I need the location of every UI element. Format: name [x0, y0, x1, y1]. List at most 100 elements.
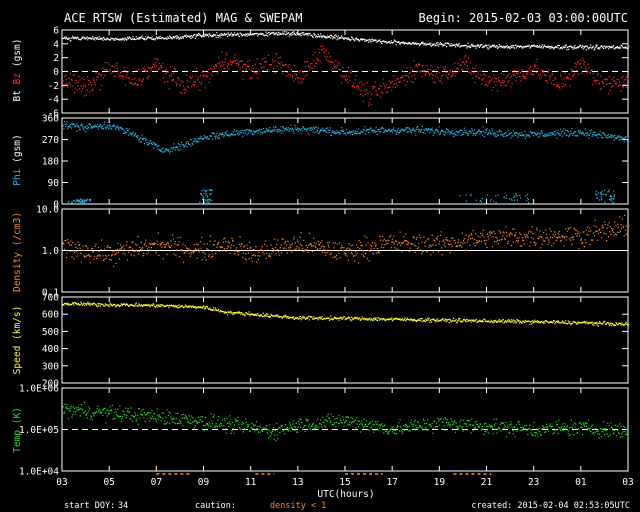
data-point	[201, 190, 203, 192]
data-point	[422, 132, 424, 134]
data-point	[157, 148, 159, 150]
data-point	[135, 82, 137, 84]
data-point	[198, 306, 200, 308]
data-point	[379, 235, 381, 237]
data-point	[169, 150, 171, 152]
data-point	[157, 243, 159, 246]
data-point	[399, 129, 401, 132]
data-point	[528, 68, 530, 70]
data-point	[166, 253, 168, 255]
series-density	[62, 214, 630, 268]
data-point	[457, 320, 459, 322]
data-point	[141, 414, 143, 416]
data-point	[170, 240, 172, 242]
data-point	[548, 46, 550, 48]
data-point	[512, 241, 514, 243]
data-point	[242, 313, 244, 315]
data-point	[163, 243, 165, 246]
data-point	[613, 76, 615, 78]
data-point	[388, 41, 390, 43]
data-point	[566, 76, 569, 78]
data-point	[404, 129, 406, 131]
data-point	[395, 44, 397, 46]
data-point	[442, 239, 445, 241]
data-point	[505, 77, 507, 80]
data-point	[330, 34, 332, 36]
data-point	[88, 254, 90, 256]
data-point	[432, 130, 434, 132]
data-point	[467, 67, 469, 70]
data-point	[190, 37, 192, 39]
data-point	[108, 246, 110, 248]
data-point	[318, 316, 321, 318]
data-point	[64, 123, 66, 126]
data-point	[469, 71, 471, 73]
data-point	[264, 240, 266, 242]
data-point	[522, 134, 525, 136]
data-point	[253, 34, 255, 36]
data-point	[167, 243, 169, 245]
data-point	[266, 34, 268, 36]
data-point	[547, 243, 549, 245]
data-point	[320, 318, 322, 320]
data-point	[121, 246, 123, 248]
data-point	[251, 76, 253, 78]
data-point	[621, 137, 623, 139]
data-point	[575, 135, 577, 137]
data-point	[233, 129, 236, 131]
data-point	[225, 52, 227, 54]
data-point	[199, 201, 201, 203]
data-point	[249, 313, 251, 315]
data-point	[602, 137, 604, 139]
data-point	[205, 189, 207, 191]
data-point	[548, 133, 550, 135]
data-point	[333, 317, 335, 319]
data-point	[365, 244, 367, 246]
data-point	[234, 250, 236, 252]
data-point	[150, 247, 152, 249]
data-point	[84, 304, 86, 307]
data-point	[370, 248, 372, 250]
data-point	[298, 127, 300, 129]
data-point	[581, 72, 583, 74]
data-point	[482, 320, 484, 323]
data-point	[272, 248, 275, 250]
data-point	[221, 51, 223, 53]
data-point	[311, 62, 313, 64]
data-point	[529, 245, 531, 247]
data-point	[266, 127, 268, 129]
data-point	[494, 233, 496, 235]
data-point	[281, 252, 283, 254]
data-point	[515, 232, 517, 234]
data-point	[509, 72, 511, 75]
data-point	[497, 47, 499, 49]
data-point	[377, 317, 379, 319]
data-point	[572, 134, 574, 136]
data-point	[477, 130, 479, 132]
data-point	[457, 43, 459, 46]
data-point	[543, 322, 545, 324]
data-point	[364, 133, 366, 135]
data-point	[128, 128, 130, 130]
data-point	[118, 129, 120, 131]
data-point	[616, 231, 618, 233]
y-tick-label: 300	[42, 361, 59, 372]
data-point	[524, 130, 526, 132]
data-point	[453, 72, 455, 75]
data-point	[184, 245, 186, 247]
data-point	[369, 39, 371, 41]
data-point	[65, 407, 67, 409]
data-point	[508, 321, 510, 323]
data-point	[94, 39, 96, 41]
data-point	[204, 306, 206, 308]
data-point	[228, 246, 230, 248]
data-point	[139, 79, 141, 81]
data-point	[118, 415, 120, 417]
data-point	[612, 323, 614, 325]
data-point	[128, 77, 130, 79]
data-point	[246, 35, 248, 37]
data-point	[131, 79, 134, 81]
data-point	[393, 83, 395, 85]
data-point	[498, 319, 501, 321]
data-point	[464, 63, 466, 65]
